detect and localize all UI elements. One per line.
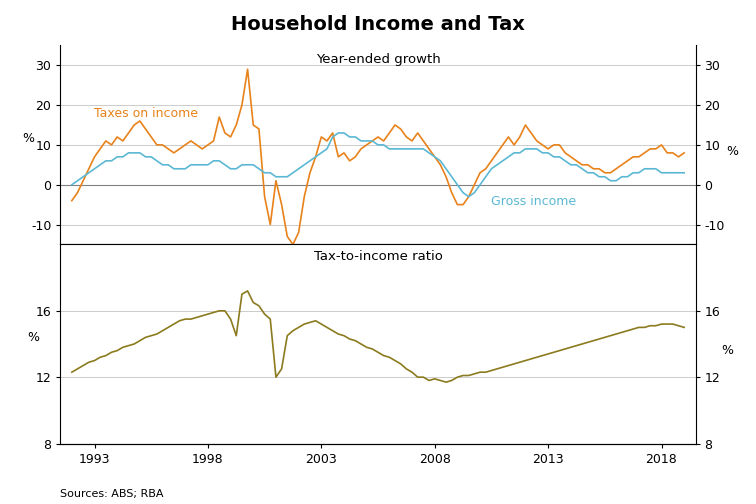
Text: Household Income and Tax: Household Income and Tax (231, 15, 525, 34)
Y-axis label: %: % (726, 145, 738, 158)
Y-axis label: %: % (721, 344, 733, 357)
Y-axis label: %: % (22, 132, 34, 145)
Text: Year-ended growth: Year-ended growth (315, 53, 441, 67)
Y-axis label: %: % (27, 331, 39, 344)
Text: Sources: ABS; RBA: Sources: ABS; RBA (60, 489, 164, 499)
Text: Gross income: Gross income (491, 195, 577, 208)
Text: Tax-to-income ratio: Tax-to-income ratio (314, 250, 442, 264)
Text: Taxes on income: Taxes on income (94, 107, 199, 120)
